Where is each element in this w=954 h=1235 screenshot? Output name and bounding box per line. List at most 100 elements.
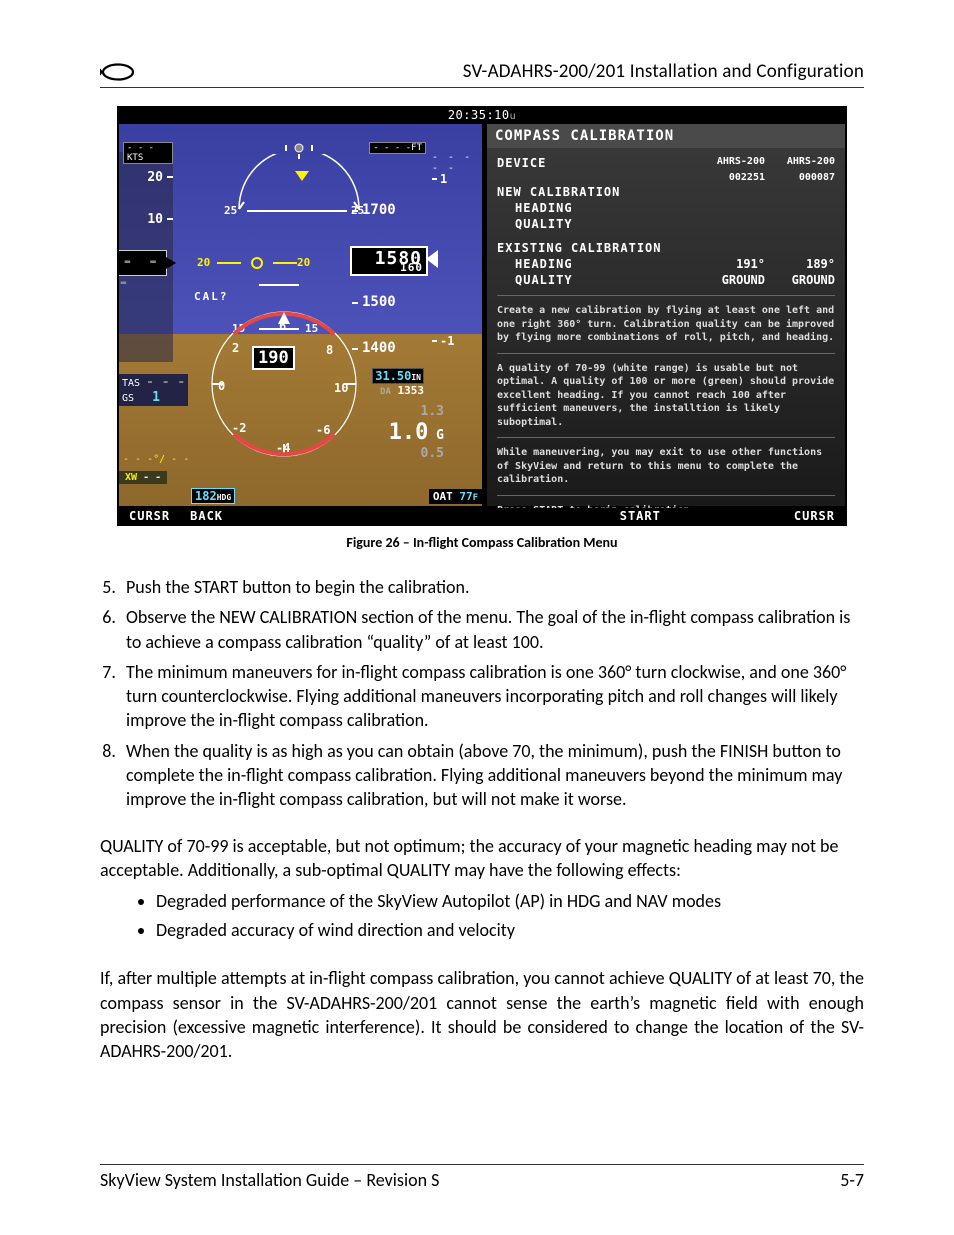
flight-path-marker-icon bbox=[217, 256, 297, 270]
airspeed-tape: - - -KTS 20 10 - - - bbox=[119, 152, 173, 362]
dev1-name: AHRS-200 bbox=[695, 156, 765, 170]
oat-unit: F bbox=[473, 493, 478, 503]
alt-readout: 1580 160 bbox=[350, 246, 428, 276]
gs-value: 1 bbox=[152, 390, 160, 405]
hdg-bug: 182HDG bbox=[191, 488, 235, 504]
asi-20: 20 bbox=[147, 170, 163, 185]
alt-sub: 160 bbox=[400, 261, 423, 274]
svg-text:-2: -2 bbox=[232, 421, 246, 435]
alt-1400: 1400 bbox=[362, 340, 396, 356]
alt-label: - - - -FT bbox=[369, 142, 426, 154]
g-meter: 1.3 1.0 G 0.5 bbox=[389, 404, 444, 462]
density-alt: DA 1353 bbox=[380, 384, 424, 397]
baro-readout: 31.50IN bbox=[372, 368, 424, 384]
gs-label: GS bbox=[122, 393, 134, 404]
exist-heading-label: HEADING bbox=[497, 257, 695, 271]
cal-note3: While maneuvering, you may exit to use o… bbox=[497, 446, 835, 487]
wind-readout: - - -°/ - - bbox=[119, 453, 193, 466]
device-label: DEVICE bbox=[497, 156, 695, 170]
da-value: 1353 bbox=[398, 384, 425, 397]
oat-val: 77 bbox=[459, 490, 472, 503]
cal-note2: A quality of 70-99 (white range) is usab… bbox=[497, 362, 835, 430]
g-min: 0.5 bbox=[389, 446, 444, 462]
exist-h2: 189° bbox=[765, 257, 835, 271]
cursr-right-button[interactable]: CURSR bbox=[784, 508, 845, 526]
cursr-left-button[interactable]: CURSR bbox=[119, 508, 180, 526]
asi-readout: - - - bbox=[119, 250, 167, 276]
page-header: SV-ADAHRS-200/201 Installation and Confi… bbox=[100, 60, 864, 88]
page-footer: SkyView System Installation Guide – Revi… bbox=[100, 1164, 864, 1191]
quality-paragraph: QUALITY of 70-99 is acceptable, but not … bbox=[100, 834, 864, 883]
dev1-sn: 002251 bbox=[695, 172, 765, 183]
skyview-screen: 20:35:10u 25 25 bbox=[117, 106, 847, 526]
exist-quality-label: QUALITY bbox=[497, 273, 695, 287]
pitch-20r: 20 bbox=[297, 256, 310, 269]
instruction-steps: Push the START button to begin the calib… bbox=[120, 575, 864, 812]
clock: 20:35:10u bbox=[117, 108, 847, 122]
logo-icon bbox=[100, 61, 136, 83]
step-7: The minimum maneuvers for in-flight comp… bbox=[120, 660, 864, 733]
new-quality-label: QUALITY bbox=[497, 217, 835, 231]
pitch-20l: 20 bbox=[197, 256, 210, 269]
existcal-label: EXISTING CALIBRATION bbox=[497, 241, 835, 255]
cal-title: COMPASS CALIBRATION bbox=[487, 124, 845, 148]
footer-left: SkyView System Installation Guide – Revi… bbox=[100, 1169, 439, 1191]
newcal-label: NEW CALIBRATION bbox=[497, 185, 835, 199]
step-6: Observe the NEW CALIBRATION section of t… bbox=[120, 605, 864, 654]
exist-q2: GROUND bbox=[765, 273, 835, 287]
exist-q1: GROUND bbox=[695, 273, 765, 287]
pfd: 25 25 20 20 CAL? 15 15 - - -KTS 2 bbox=[119, 124, 482, 506]
step-8: When the quality is as high as you can o… bbox=[120, 739, 864, 812]
baro-val: 31.50 bbox=[375, 369, 411, 383]
svg-text:-4: -4 bbox=[276, 441, 290, 455]
dev2-name: AHRS-200 bbox=[765, 156, 835, 170]
step-5: Push the START button to begin the calib… bbox=[120, 575, 864, 599]
softkey-bar: CURSR BACK START CURSR bbox=[119, 508, 845, 526]
footer-right: 5-7 bbox=[840, 1169, 864, 1191]
figure-caption: Figure 26 – In-flight Compass Calibratio… bbox=[117, 534, 847, 551]
back-button[interactable]: BACK bbox=[180, 508, 233, 526]
svg-text:8: 8 bbox=[326, 343, 333, 357]
xw-label: XW bbox=[125, 472, 137, 483]
header-title: SV-ADAHRS-200/201 Installation and Confi… bbox=[463, 60, 864, 83]
exist-h1: 191° bbox=[695, 257, 765, 271]
g-unit: G bbox=[436, 428, 444, 443]
tas-value: - - - bbox=[146, 375, 185, 390]
svg-text:2: 2 bbox=[232, 341, 239, 355]
cdi-icon bbox=[284, 142, 314, 154]
svg-text:10: 10 bbox=[334, 381, 348, 395]
tas-label: TAS bbox=[122, 378, 140, 389]
figure-26: 20:35:10u 25 25 bbox=[117, 106, 847, 551]
compass-cal-panel: COMPASS CALIBRATION DEVICE AHRS-200 AHRS… bbox=[487, 124, 845, 506]
cal-note1: Create a new calibration by flying at le… bbox=[497, 304, 835, 345]
alt-1500: 1500 bbox=[362, 294, 396, 310]
roll-arc bbox=[234, 154, 364, 214]
effects-list: Degraded performance of the SkyView Auto… bbox=[156, 888, 864, 944]
g-max: 1.3 bbox=[389, 404, 444, 420]
svg-text:-6: -6 bbox=[316, 423, 330, 437]
dev2-sn: 000087 bbox=[765, 172, 835, 183]
crosswind: XW - - bbox=[119, 471, 167, 484]
tas-gs-block: TAS - - - GS 1 bbox=[119, 374, 188, 406]
roll-25-left: 25 bbox=[224, 204, 237, 217]
clock-time: 20:35:10 bbox=[448, 108, 510, 122]
cal-question: CAL? bbox=[194, 290, 229, 303]
fail-paragraph: If, after multiple attempts at in-flight… bbox=[100, 966, 864, 1063]
hsi-compass: 6 8 10 -6 -4 -2 0 2 bbox=[204, 304, 364, 464]
oat-label: OAT bbox=[433, 490, 453, 503]
alt-1700: 1700 bbox=[362, 202, 396, 218]
svg-text:0: 0 bbox=[218, 379, 225, 393]
bullet-2: Degraded accuracy of wind direction and … bbox=[156, 917, 864, 944]
asi-label: - - -KTS bbox=[123, 142, 173, 164]
hdg-bug-val: 182 bbox=[195, 489, 217, 503]
asi-10: 10 bbox=[147, 212, 163, 227]
vsi-tape: - - - - - 1 -1 bbox=[432, 152, 482, 362]
vsi-neg1: -1 bbox=[440, 334, 454, 348]
new-heading-label: HEADING bbox=[497, 201, 835, 215]
vsi-1: 1 bbox=[440, 172, 447, 186]
hdg-bug-sfx: HDG bbox=[217, 493, 231, 502]
xw-val: - - bbox=[143, 472, 161, 483]
g-cur: 1.0 bbox=[389, 420, 429, 445]
oat-readout: OAT 77F bbox=[429, 489, 482, 504]
start-button[interactable]: START bbox=[610, 508, 671, 526]
